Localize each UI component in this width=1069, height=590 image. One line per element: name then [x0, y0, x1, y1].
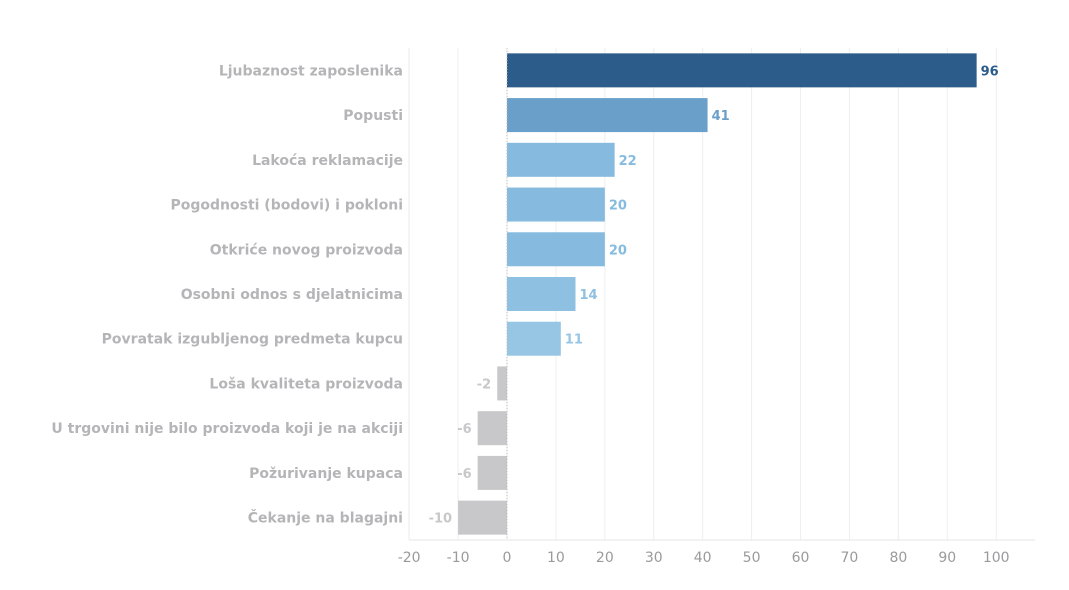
- x-tick-label: 0: [503, 550, 512, 566]
- x-tick-label: 100: [983, 550, 1010, 566]
- value-label: 20: [609, 243, 627, 258]
- category-label: Lakoća reklamacije: [252, 153, 403, 169]
- bar: [477, 411, 507, 446]
- category-labels: Ljubaznost zaposlenika Popusti Lakoća rekl…: [51, 63, 403, 526]
- value-label: -6: [457, 422, 471, 437]
- bar: [507, 187, 605, 222]
- x-tick-label: 80: [889, 550, 907, 566]
- bar: [507, 232, 605, 267]
- category-label: U trgovini nije bilo proizvoda koji je n…: [51, 421, 403, 437]
- bar: [497, 366, 507, 401]
- category-label: Osobni odnos s djelatnicima: [181, 287, 403, 303]
- category-label: Loša kvaliteta proizvoda: [209, 376, 403, 392]
- bar: [507, 321, 561, 356]
- bar: [507, 277, 576, 311]
- x-axis-ticks: -20 -10 0 10 20 30 40 50 60 70 80 90 100: [398, 550, 1010, 566]
- x-tick-label: 10: [547, 550, 565, 566]
- category-label: Ljubaznost zaposlenika: [219, 63, 403, 79]
- x-tick-label: 70: [841, 550, 859, 566]
- bar: [507, 98, 708, 133]
- x-tick-label: -10: [447, 550, 470, 566]
- bar: [458, 500, 507, 535]
- value-label: 96: [981, 64, 999, 79]
- value-label: -2: [477, 377, 491, 392]
- category-label: Popusti: [343, 108, 403, 124]
- x-tick-label: 40: [694, 550, 712, 566]
- value-label: 41: [712, 109, 730, 124]
- x-tick-label: 90: [938, 550, 956, 566]
- value-label: 11: [565, 333, 583, 348]
- value-label: 22: [619, 154, 637, 169]
- bar: [507, 53, 977, 88]
- x-tick-label: -20: [398, 550, 421, 566]
- value-labels: 96 41 22 20 20 14 11 -2 -6 -6 -10: [429, 64, 999, 526]
- bar: [507, 142, 615, 177]
- bars: [458, 53, 977, 535]
- x-tick-label: 50: [743, 550, 761, 566]
- value-label: -10: [429, 512, 453, 527]
- category-label: Otkriće novog proizvoda: [210, 242, 403, 258]
- value-label: -6: [457, 467, 471, 482]
- x-tick-label: 60: [792, 550, 810, 566]
- category-label: Požurivanje kupaca: [249, 466, 403, 482]
- category-label: Pogodnosti (bodovi) i pokloni: [170, 198, 403, 214]
- category-label: Čekanje na blagajni: [248, 509, 403, 527]
- category-label: Povratak izgubljenog predmeta kupcu: [102, 332, 403, 348]
- bar: [477, 455, 507, 490]
- x-tick-label: 30: [645, 550, 663, 566]
- value-label: 14: [579, 288, 597, 303]
- x-tick-label: 20: [596, 550, 614, 566]
- value-label: 20: [609, 199, 627, 214]
